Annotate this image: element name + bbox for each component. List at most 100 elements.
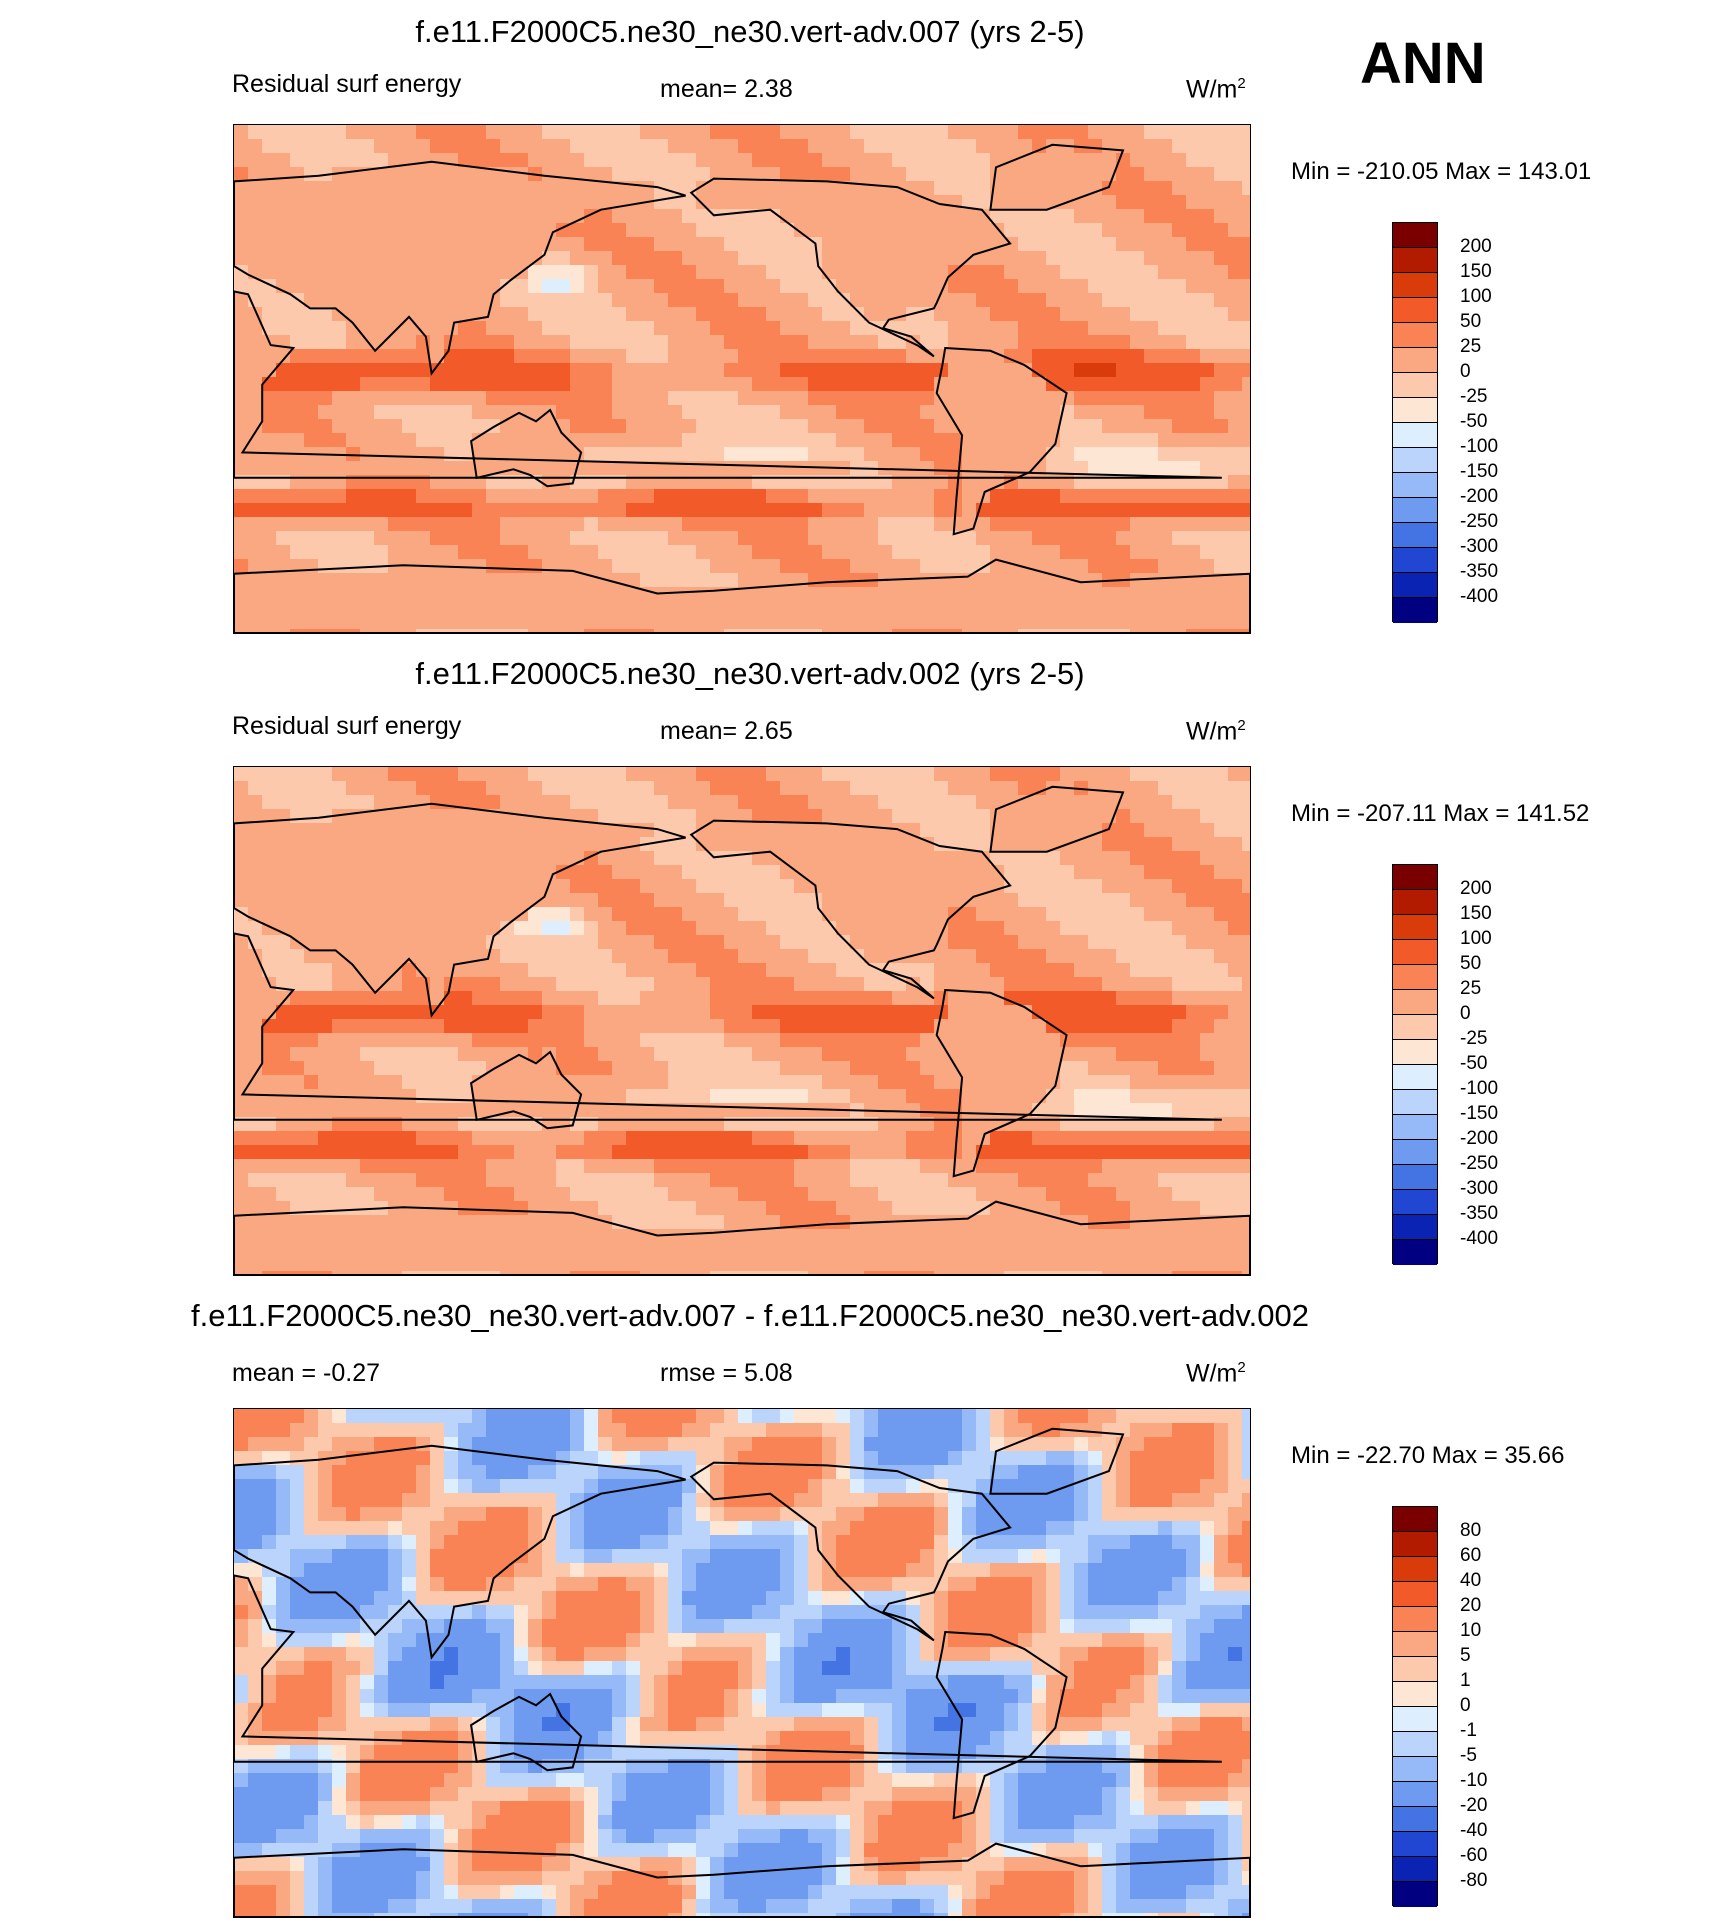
field-cell: [1172, 531, 1187, 546]
field-cell: [598, 949, 613, 964]
field-cell: [374, 265, 389, 280]
field-cell: [388, 879, 403, 894]
field-cell: [486, 1005, 501, 1020]
field-cell: [1214, 1019, 1229, 1034]
field-cell: [1060, 1131, 1075, 1146]
field-cell: [584, 865, 599, 880]
field-cell: [864, 935, 879, 950]
field-cell: [990, 1145, 1005, 1160]
field-cell: [234, 1061, 249, 1076]
field-cell: [374, 573, 389, 588]
field-cell: [542, 545, 557, 560]
field-cell: [724, 349, 739, 364]
field-cell: [1018, 907, 1033, 922]
field-cell: [654, 601, 669, 616]
field-cell: [808, 963, 823, 978]
field-cell: [696, 531, 711, 546]
field-cell: [304, 893, 319, 908]
field-cell: [1172, 1089, 1187, 1104]
field-cell: [1046, 767, 1061, 782]
field-cell: [332, 503, 347, 518]
field-cell: [752, 209, 767, 224]
field-cell: [1172, 865, 1187, 880]
field-cell: [654, 363, 669, 378]
field-cell: [598, 181, 613, 196]
field-cell: [934, 433, 949, 448]
field-cell: [290, 237, 305, 252]
field-cell: [500, 531, 515, 546]
field-cell: [430, 167, 445, 182]
field-cell: [402, 615, 417, 630]
field-cell: [1158, 795, 1173, 810]
field-cell: [248, 1103, 263, 1118]
field-cell: [920, 615, 935, 630]
field-cell: [528, 279, 543, 294]
field-cell: [332, 223, 347, 238]
field-cell: [1242, 279, 1250, 294]
field-cell: [1074, 181, 1089, 196]
field-cell: [430, 181, 445, 196]
field-cell: [500, 851, 515, 866]
field-cell: [640, 279, 655, 294]
field-cell: [1088, 195, 1103, 210]
field-cell: [1102, 209, 1117, 224]
field-cell: [1004, 865, 1019, 880]
field-cell: [850, 809, 865, 824]
field-cell: [836, 907, 851, 922]
field-cell: [1088, 167, 1103, 182]
field-cell: [990, 209, 1005, 224]
field-cell: [808, 167, 823, 182]
field-cell: [570, 447, 585, 462]
field-cell: [934, 307, 949, 322]
field-cell: [374, 377, 389, 392]
field-cell: [626, 335, 641, 350]
field-cell: [878, 433, 893, 448]
field-cell: [248, 1033, 263, 1048]
field-cell: [1088, 447, 1103, 462]
field-cell: [1004, 447, 1019, 462]
field-cell: [1144, 349, 1159, 364]
field-cell: [444, 349, 459, 364]
field-cell: [416, 545, 431, 560]
field-cell: [346, 489, 361, 504]
field-cell: [794, 391, 809, 406]
field-cell: [1046, 139, 1061, 154]
field-cell: [374, 823, 389, 838]
field-cell: [668, 153, 683, 168]
field-cell: [640, 167, 655, 182]
field-cell: [570, 977, 585, 992]
field-cell: [248, 517, 263, 532]
field-cell: [486, 489, 501, 504]
field-cell: [1088, 531, 1103, 546]
field-cell: [626, 1061, 641, 1076]
field-cell: [836, 139, 851, 154]
field-cell: [724, 949, 739, 964]
field-cell: [976, 321, 991, 336]
field-cell: [444, 893, 459, 908]
field-cell: [304, 223, 319, 238]
field-cell: [654, 447, 669, 462]
field-cell: [1228, 1061, 1243, 1076]
field-cell: [472, 587, 487, 602]
field-cell: [654, 1033, 669, 1048]
field-cell: [1228, 1075, 1243, 1090]
field-cell: [682, 1089, 697, 1104]
field-cell: [976, 865, 991, 880]
field-cell: [626, 307, 641, 322]
field-cell: [514, 293, 529, 308]
field-cell: [248, 851, 263, 866]
field-cell: [1242, 153, 1250, 168]
field-cell: [1102, 1047, 1117, 1062]
field-cell: [402, 1019, 417, 1034]
field-cell: [444, 419, 459, 434]
field-cell: [416, 237, 431, 252]
field-cell: [1088, 545, 1103, 560]
field-cell: [1004, 405, 1019, 420]
field-cell: [766, 1089, 781, 1104]
field-cell: [346, 767, 361, 782]
field-cell: [598, 195, 613, 210]
field-cell: [1172, 795, 1187, 810]
field-cell: [864, 489, 879, 504]
field-cell: [374, 1145, 389, 1160]
field-cell: [248, 601, 263, 616]
